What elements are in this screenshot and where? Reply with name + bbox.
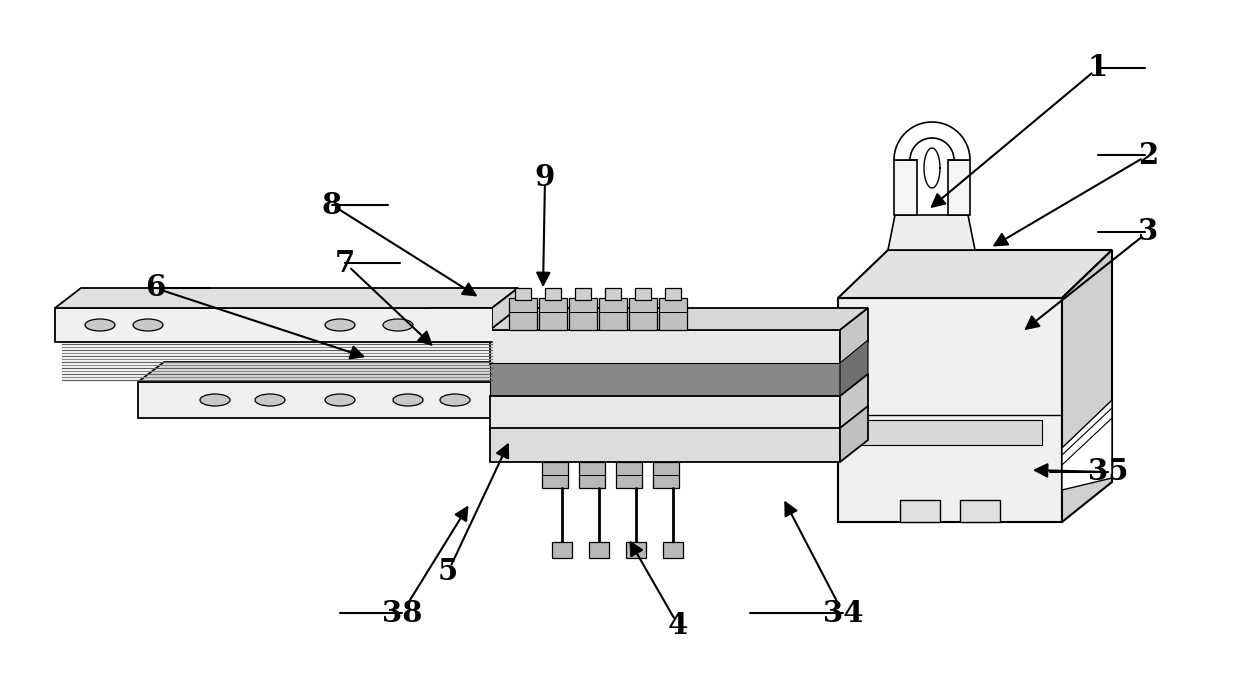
- Polygon shape: [575, 288, 591, 300]
- Text: 4: 4: [668, 610, 688, 640]
- Ellipse shape: [435, 319, 465, 331]
- Text: 3: 3: [1138, 217, 1158, 247]
- Text: 6: 6: [145, 273, 165, 303]
- Polygon shape: [616, 462, 642, 488]
- Ellipse shape: [393, 394, 423, 406]
- Polygon shape: [960, 500, 999, 522]
- Text: 38: 38: [382, 598, 423, 628]
- Polygon shape: [599, 298, 627, 330]
- Polygon shape: [1061, 250, 1112, 522]
- Ellipse shape: [383, 319, 413, 331]
- Polygon shape: [663, 542, 683, 558]
- Text: 35: 35: [1087, 458, 1128, 487]
- Polygon shape: [635, 288, 651, 300]
- Ellipse shape: [86, 319, 115, 331]
- Polygon shape: [894, 160, 918, 215]
- Polygon shape: [490, 308, 868, 330]
- Ellipse shape: [200, 394, 229, 406]
- Polygon shape: [55, 308, 492, 342]
- Polygon shape: [138, 362, 518, 382]
- Polygon shape: [492, 288, 518, 342]
- Polygon shape: [626, 542, 646, 558]
- Polygon shape: [542, 462, 568, 488]
- Polygon shape: [839, 406, 868, 462]
- Text: 2: 2: [1138, 140, 1158, 169]
- Ellipse shape: [255, 394, 285, 406]
- Text: 34: 34: [822, 598, 863, 628]
- Polygon shape: [552, 542, 572, 558]
- Polygon shape: [629, 298, 657, 330]
- Polygon shape: [894, 122, 970, 160]
- Polygon shape: [839, 374, 868, 430]
- Text: 7: 7: [335, 249, 355, 278]
- Polygon shape: [430, 308, 492, 342]
- Text: 9: 9: [534, 164, 556, 192]
- Text: 1: 1: [1087, 54, 1109, 82]
- Polygon shape: [539, 298, 567, 330]
- Polygon shape: [490, 363, 839, 398]
- Polygon shape: [900, 500, 940, 522]
- Polygon shape: [653, 462, 680, 488]
- Text: 5: 5: [438, 558, 458, 586]
- Polygon shape: [138, 382, 492, 418]
- Polygon shape: [546, 288, 560, 300]
- Polygon shape: [579, 462, 605, 488]
- Polygon shape: [838, 298, 1061, 522]
- Polygon shape: [605, 288, 621, 300]
- Polygon shape: [515, 288, 531, 300]
- Polygon shape: [490, 330, 839, 365]
- Ellipse shape: [325, 394, 355, 406]
- Polygon shape: [490, 428, 839, 462]
- Polygon shape: [658, 298, 687, 330]
- Polygon shape: [839, 308, 868, 365]
- Text: 8: 8: [322, 191, 342, 219]
- Polygon shape: [508, 298, 537, 330]
- Polygon shape: [838, 250, 1112, 298]
- Ellipse shape: [133, 319, 162, 331]
- Polygon shape: [858, 420, 1042, 445]
- Polygon shape: [665, 288, 681, 300]
- Ellipse shape: [325, 319, 355, 331]
- Polygon shape: [492, 362, 518, 418]
- Polygon shape: [55, 288, 518, 308]
- Polygon shape: [888, 215, 975, 250]
- Polygon shape: [569, 298, 596, 330]
- Polygon shape: [839, 340, 868, 398]
- Polygon shape: [1061, 400, 1112, 490]
- Polygon shape: [589, 542, 609, 558]
- Ellipse shape: [440, 394, 470, 406]
- Polygon shape: [949, 160, 970, 215]
- Polygon shape: [490, 396, 839, 430]
